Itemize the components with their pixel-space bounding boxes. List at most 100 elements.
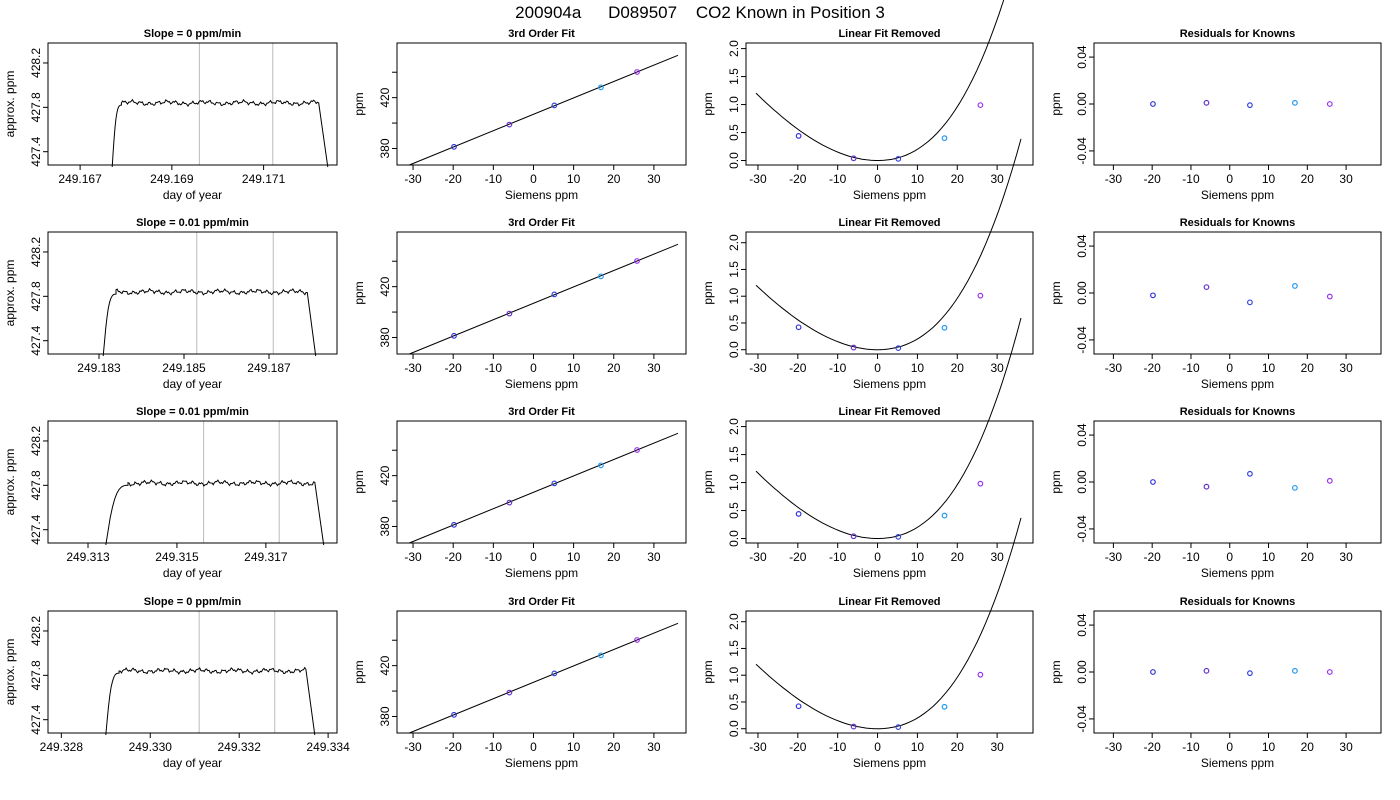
fit-point-2-1 [506, 499, 513, 506]
trace-xlabel-2: day of year [163, 566, 222, 580]
fit-point-3-3 [598, 652, 604, 659]
lin-title-3: Linear Fit Removed [838, 596, 940, 608]
lin-point-1-4 [977, 292, 984, 299]
fit-title-1: 3rd Order Fit [508, 217, 575, 229]
fit-xtick-label-0-2: -10 [485, 172, 503, 186]
res-frame-3 [1093, 610, 1382, 734]
fit-point-0-1 [506, 121, 513, 128]
fit-curve-3 [408, 622, 679, 734]
res-ylabel-3: ppm [1049, 660, 1063, 683]
trace-line-0 [111, 98, 329, 168]
trace-ytick-label-3-2: 428.2 [29, 616, 43, 646]
trace-xlabel-0: day of year [163, 188, 222, 202]
lin-ytick-label-3-0: 0.0 [727, 720, 741, 737]
fit-xlabel-3: Siemens ppm [505, 756, 578, 770]
trace-xtick-label-0-1: 249.169 [150, 172, 194, 186]
res-frame-0 [1093, 42, 1382, 166]
res-ylabel-0: ppm [1049, 92, 1063, 115]
lin-point-0-2 [895, 155, 902, 162]
lin-point-0-0 [795, 132, 802, 139]
fit-xtick-label-0-5: 20 [607, 172, 621, 186]
res-title-0: Residuals for Knowns [1180, 28, 1296, 40]
lin-xtick-label-3-2: -10 [829, 740, 847, 754]
fit-xtick-label-2-5: 20 [607, 550, 621, 564]
res-xtick-label-0-6: 30 [1339, 172, 1353, 186]
res-point-3-3 [1291, 667, 1298, 674]
fit-frame-1 [396, 231, 687, 355]
res-xtick-label-2-3: 0 [1226, 550, 1233, 564]
fit-xtick-label-0-3: 0 [530, 172, 537, 186]
fit-point-3-0 [451, 711, 457, 718]
res-point-2-4 [1326, 477, 1333, 484]
trace-frame-2 [47, 420, 338, 544]
lin-title-2: Linear Fit Removed [838, 406, 940, 418]
lin-xtick-label-2-3: 0 [874, 550, 881, 564]
res-xtick-label-2-0: -30 [1105, 550, 1123, 564]
lin-xtick-label-3-5: 20 [951, 740, 965, 754]
res-xtick-label-1-0: -30 [1105, 361, 1123, 375]
trace-frame-0 [47, 42, 338, 166]
trace-frame-1 [47, 231, 338, 355]
res-point-2-1 [1203, 483, 1210, 490]
lin-ytick-label-2-1: 0.5 [727, 502, 741, 519]
trace-xtick-label-1-2: 249.187 [247, 361, 291, 375]
res-ytick-label-2-2: 0.04 [1075, 423, 1089, 447]
trace-ylabel-0: approx. ppm [3, 71, 17, 138]
res-xtick-label-0-3: 0 [1226, 172, 1233, 186]
res-xtick-label-2-5: 20 [1301, 550, 1315, 564]
fit-panel-3: 380 420 -30 -20 -10 0 10 20 30 3rd Order Fit Sieme… [352, 596, 687, 770]
fit-xtick-label-2-1: -20 [445, 550, 463, 564]
trace-ytick-label-2-1: 427.8 [29, 470, 43, 500]
lin-xlabel-1: Siemens ppm [853, 377, 926, 391]
fit-xtick-label-0-0: -30 [404, 172, 422, 186]
lin-ytick-label-0-0: 0.0 [727, 152, 741, 169]
fit-ytick-label-1-0: 380 [378, 327, 392, 347]
lin-ytick-label-1-2: 1.0 [727, 288, 741, 305]
res-xtick-label-2-1: -20 [1144, 550, 1162, 564]
lin-frame-0 [745, 42, 1034, 166]
lin-panel-3: 0.0 0.5 1.0 1.5 2.0 -30 -20 -10 0 10 20 30 Linear Fi… [701, 517, 1034, 770]
lin-point-2-1 [850, 533, 857, 540]
fit-point-1-4 [634, 258, 640, 264]
lin-xtick-label-1-5: 20 [951, 361, 965, 375]
lin-panel-2: 0.0 0.5 1.0 1.5 2.0 -30 -20 -10 0 10 20 30 Linear Fi… [701, 317, 1034, 580]
res-ylabel-1: ppm [1049, 281, 1063, 304]
res-point-0-1 [1203, 99, 1210, 106]
res-ytick-label-0-0: -0.04 [1075, 137, 1089, 165]
lin-point-2-4 [977, 480, 984, 487]
lin-ytick-label-1-3: 1.5 [727, 261, 741, 278]
trace-title-1: Slope = 0.01 ppm/min [136, 217, 249, 229]
fit-title-2: 3rd Order Fit [508, 406, 575, 418]
lin-panel-1: 0.0 0.5 1.0 1.5 2.0 -30 -20 -10 0 10 20 30 Linear Fi… [701, 138, 1034, 391]
fit-curve-2 [408, 432, 679, 544]
fit-xtick-label-3-0: -30 [404, 740, 422, 754]
fit-xtick-label-3-5: 20 [607, 740, 621, 754]
res-ytick-label-3-1: 0.00 [1075, 660, 1089, 684]
fit-ylabel-3: ppm [352, 660, 366, 683]
fit-xlabel-2: Siemens ppm [505, 566, 578, 580]
lin-xtick-label-0-3: 0 [874, 172, 881, 186]
fit-xtick-label-2-0: -30 [404, 550, 422, 564]
lin-point-2-2 [895, 533, 902, 540]
res-xtick-label-2-6: 30 [1339, 550, 1353, 564]
res-point-0-4 [1326, 101, 1333, 107]
lin-point-1-1 [850, 344, 857, 351]
lin-ylabel-3: ppm [701, 660, 715, 683]
fit-point-2-0 [451, 521, 457, 528]
fit-point-1-0 [451, 332, 457, 339]
res-xtick-label-3-1: -20 [1144, 740, 1162, 754]
trace-line-2 [105, 479, 325, 546]
trace-xlabel-1: day of year [163, 377, 222, 391]
res-xtick-label-0-5: 20 [1301, 172, 1315, 186]
res-frame-1 [1093, 231, 1382, 355]
fit-xtick-label-2-2: -10 [485, 550, 503, 564]
lin-ytick-label-1-4: 2.0 [727, 234, 741, 251]
fit-xtick-label-1-3: 0 [530, 361, 537, 375]
fit-xtick-label-1-5: 20 [607, 361, 621, 375]
fit-frame-2 [396, 420, 687, 544]
lin-xtick-label-1-1: -20 [789, 361, 807, 375]
res-title-3: Residuals for Knowns [1180, 596, 1296, 608]
lin-point-2-0 [795, 510, 802, 517]
fit-panel-0: 380 420 -30 -20 -10 0 10 20 30 3rd Order Fit Sieme… [352, 28, 687, 202]
